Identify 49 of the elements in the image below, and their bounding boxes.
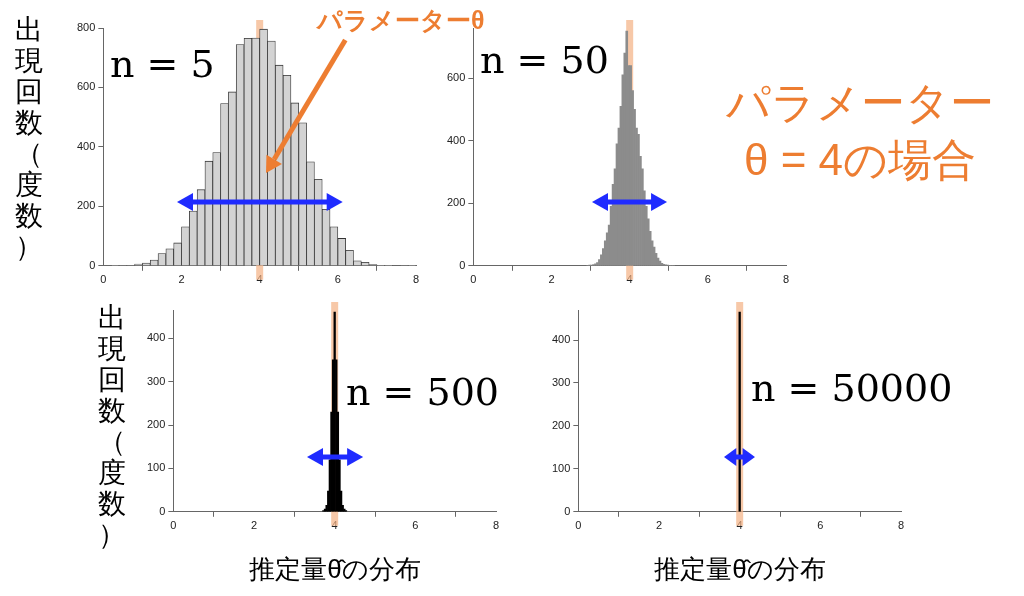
y-tick-label: 300 bbox=[146, 374, 166, 387]
x-tick-label: 6 bbox=[334, 273, 341, 286]
x-tick-label: 8 bbox=[412, 273, 420, 286]
x-tick-label: 4 bbox=[736, 519, 743, 532]
annotation: パラメーター θ = 4の場合 bbox=[725, 77, 995, 187]
annotation: n = 50 bbox=[480, 37, 609, 84]
x-tick-label: 0 bbox=[470, 273, 477, 286]
x-tick-label: 2 bbox=[655, 519, 663, 532]
y-tick-label: 100 bbox=[551, 461, 571, 474]
x-tick-label: 6 bbox=[412, 519, 419, 532]
x-tick-label: 8 bbox=[492, 519, 500, 532]
y-tick-label: 200 bbox=[446, 196, 466, 209]
y-tick-label: 600 bbox=[446, 71, 466, 84]
x-tick-label: 8 bbox=[897, 519, 905, 532]
x-tick-label: 2 bbox=[548, 273, 555, 286]
y-tick-label: 400 bbox=[551, 333, 571, 346]
annotation: n = 50000 bbox=[751, 365, 953, 412]
y-tick-label: 0 bbox=[89, 258, 96, 271]
annotation: n = 5 bbox=[110, 41, 215, 88]
y-tick-label: 200 bbox=[146, 418, 166, 431]
y-tick-label: 0 bbox=[459, 258, 466, 271]
y-tick-label: 600 bbox=[76, 80, 96, 93]
y-tick-label: 400 bbox=[446, 133, 466, 146]
x-tick-label: 4 bbox=[256, 273, 263, 286]
y-axis-title: 出現回数（度数） bbox=[14, 14, 44, 262]
x-tick-label: 0 bbox=[575, 519, 582, 532]
x-axis-title: 推定量θ̂の分布 bbox=[653, 553, 827, 586]
y-tick-label: 200 bbox=[76, 199, 96, 212]
y-tick-label: 300 bbox=[551, 376, 571, 389]
annotation: n = 500 bbox=[346, 369, 500, 416]
y-tick-label: 0 bbox=[159, 504, 166, 517]
x-tick-label: 6 bbox=[704, 273, 711, 286]
y-tick-label: 200 bbox=[551, 418, 571, 431]
x-axis-title: 推定量θ̂の分布 bbox=[248, 553, 422, 586]
x-tick-label: 0 bbox=[100, 273, 107, 286]
x-tick-label: 0 bbox=[170, 519, 177, 532]
x-tick-label: 4 bbox=[331, 519, 338, 532]
x-tick-label: 2 bbox=[250, 519, 258, 532]
y-tick-label: 800 bbox=[76, 21, 96, 34]
x-tick-label: 4 bbox=[626, 273, 633, 286]
y-tick-label: 100 bbox=[146, 461, 166, 474]
y-tick-label: 400 bbox=[146, 331, 166, 344]
y-tick-label: 400 bbox=[76, 139, 96, 152]
y-tick-label: 0 bbox=[564, 504, 571, 517]
x-tick-label: 8 bbox=[782, 273, 790, 286]
y-axis-title: 出現回数（度数） bbox=[97, 302, 127, 550]
x-tick-label: 2 bbox=[178, 273, 185, 286]
annotation: パラメーターθ bbox=[317, 5, 485, 36]
x-tick-label: 6 bbox=[817, 519, 824, 532]
